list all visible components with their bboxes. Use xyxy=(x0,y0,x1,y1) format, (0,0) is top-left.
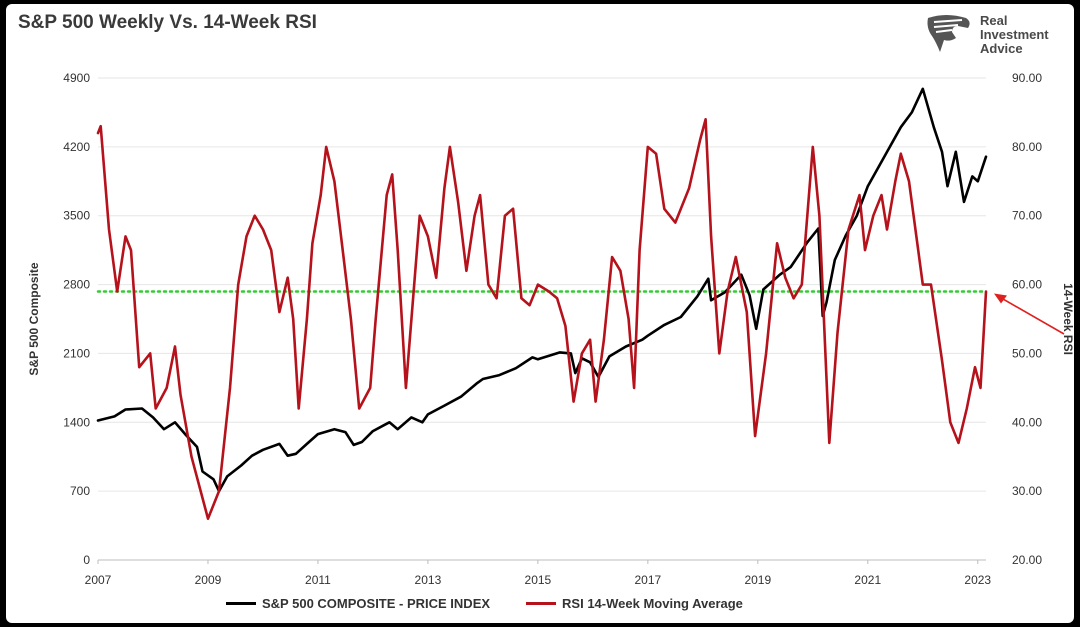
x-tick-label: 2009 xyxy=(195,573,222,587)
y2-tick-label: 20.00 xyxy=(1012,553,1042,567)
chart-title: S&P 500 Weekly Vs. 14-Week RSI xyxy=(18,12,317,33)
y2-axis-label: 14-Week RSI xyxy=(1061,283,1074,355)
spx-price-line xyxy=(96,87,988,493)
y-axis-label: S&P 500 Composite xyxy=(27,262,41,375)
y2-tick-label: 40.00 xyxy=(1012,415,1042,429)
x-tick-label: 2017 xyxy=(634,573,661,587)
logo-line: Advice xyxy=(980,41,1023,56)
logo-text: Real Investment Advice xyxy=(980,14,1049,56)
arrow-head xyxy=(994,293,1007,304)
y-tick-label: 3500 xyxy=(63,209,90,223)
annotation-arrow xyxy=(994,293,1065,335)
grid-lines xyxy=(98,77,986,561)
y2-tick-label: 50.00 xyxy=(1012,346,1042,360)
y-tick-label: 1400 xyxy=(63,415,90,429)
legend-swatch-spx xyxy=(226,602,256,605)
chart-plot: 0 700 1400 2100 2800 3500 4200 4900 20.00 30.00 40… xyxy=(27,71,1074,587)
logo-line: Investment xyxy=(980,27,1049,42)
eagle-head-icon xyxy=(927,15,970,52)
y2-tick-label: 90.00 xyxy=(1012,71,1042,85)
y2-tick-label: 30.00 xyxy=(1012,484,1042,498)
y-tick-label: 4200 xyxy=(63,140,90,154)
y-tick-label: 2100 xyxy=(63,346,90,360)
legend-label-rsi: RSI 14-Week Moving Average xyxy=(562,596,743,611)
x-tick-label: 2019 xyxy=(744,573,771,587)
y2-tick-label: 60.00 xyxy=(1012,278,1042,292)
x-tick-label: 2011 xyxy=(305,573,331,587)
y-tick-label: 700 xyxy=(70,484,90,498)
chart-legend: S&P 500 COMPOSITE - PRICE INDEX RSI 14-W… xyxy=(226,596,743,611)
rsi-line xyxy=(96,118,988,520)
logo-line: Real xyxy=(980,13,1008,28)
chart-card: S&P 500 Weekly Vs. 14-Week RSI Real Inve… xyxy=(6,4,1074,623)
y-tick-label: 4900 xyxy=(63,71,90,85)
series-group xyxy=(96,87,988,520)
brand-logo: Real Investment Advice xyxy=(922,8,1072,64)
x-tick-label: 2015 xyxy=(525,573,552,587)
legend-item-spx: S&P 500 COMPOSITE - PRICE INDEX xyxy=(226,596,490,611)
y2-tick-label: 80.00 xyxy=(1012,140,1042,154)
y-tick-label: 0 xyxy=(83,553,90,567)
x-tick-label: 2023 xyxy=(964,573,991,587)
axes-group: 0 700 1400 2100 2800 3500 4200 4900 20.00 30.00 40… xyxy=(63,71,1042,587)
arrow-shaft xyxy=(1001,297,1065,335)
x-tick-label: 2007 xyxy=(85,573,112,587)
legend-label-spx: S&P 500 COMPOSITE - PRICE INDEX xyxy=(262,596,491,611)
legend-item-rsi: RSI 14-Week Moving Average xyxy=(526,596,743,611)
y-tick-label: 2800 xyxy=(63,278,90,292)
x-tick-label: 2021 xyxy=(854,573,881,587)
x-tick-label: 2013 xyxy=(415,573,442,587)
y2-tick-label: 70.00 xyxy=(1012,209,1042,223)
legend-swatch-rsi xyxy=(526,602,557,605)
